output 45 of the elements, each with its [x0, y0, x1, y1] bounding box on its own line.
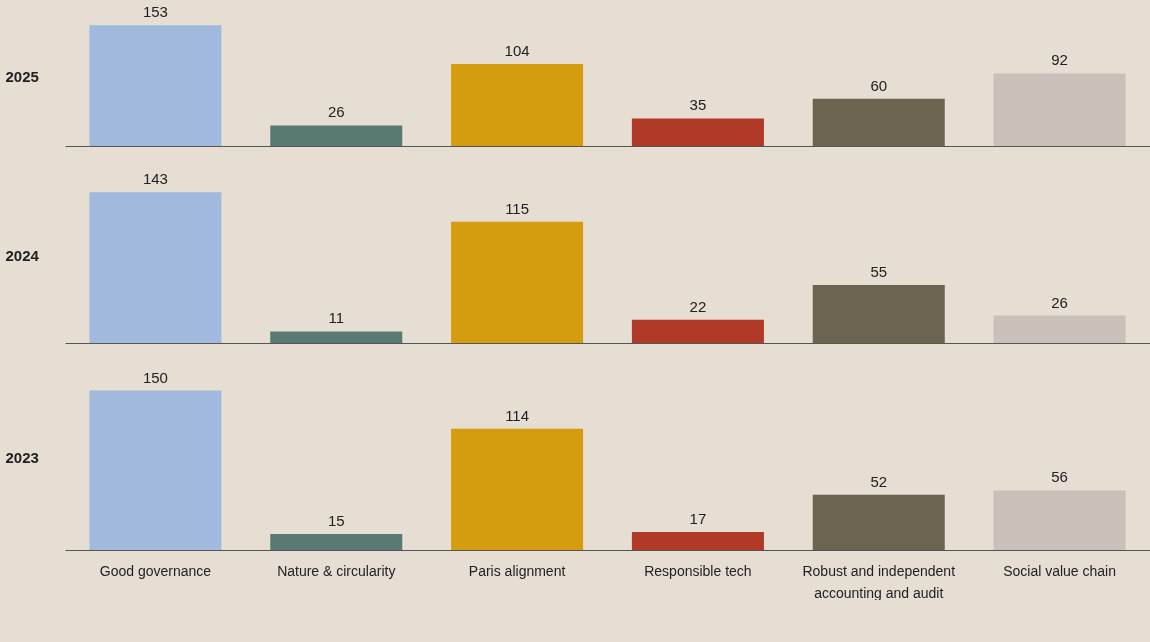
data-label: 153: [142, 3, 168, 21]
bar: [89, 390, 222, 550]
bar: [451, 63, 584, 146]
data-label: 15: [327, 512, 345, 530]
bar: [812, 98, 945, 146]
data-label: 11: [328, 309, 345, 327]
data-label: 104: [504, 41, 530, 59]
bar: [270, 331, 403, 343]
x-tick-label: Good governance: [99, 562, 212, 579]
x-tick-label: Social value chain: [1003, 562, 1117, 579]
data-label: 115: [505, 199, 530, 217]
data-label: 17: [689, 509, 707, 527]
data-label: 52: [870, 472, 888, 490]
bar: [89, 25, 222, 146]
data-label: 35: [689, 96, 707, 114]
bar: [631, 319, 764, 343]
x-tick-label: Responsible tech: [644, 562, 752, 579]
bar: [993, 73, 1126, 146]
x-tick-label: Robust and independent accounting and audit: [802, 562, 956, 601]
y-axis-title: 2025: [5, 67, 39, 85]
bar: [993, 315, 1126, 343]
data-label: 92: [1051, 51, 1068, 69]
data-label: 26: [327, 103, 345, 121]
data-label: 114: [505, 406, 530, 424]
bar: [89, 192, 222, 343]
data-label: 150: [142, 368, 168, 386]
y-axis-title: 2024: [5, 247, 40, 264]
bar: [631, 118, 764, 146]
data-label: 22: [689, 297, 707, 315]
x-tick-label: Paris alignment: [468, 562, 566, 579]
data-label: 56: [1051, 468, 1068, 486]
bar: [451, 428, 584, 550]
data-label: 55: [870, 262, 888, 280]
bar: [812, 284, 945, 343]
bar: [270, 534, 403, 550]
bar: [812, 494, 945, 550]
data-label: 60: [870, 76, 888, 94]
bar: [451, 221, 584, 343]
y-axis-title: 2023: [5, 449, 39, 466]
data-label: 26: [1051, 293, 1068, 311]
bar: [993, 490, 1126, 550]
bar: [270, 125, 403, 146]
x-tick-label: Nature & circularity: [277, 562, 396, 579]
bar: [631, 531, 764, 550]
data-label: 143: [142, 170, 168, 188]
